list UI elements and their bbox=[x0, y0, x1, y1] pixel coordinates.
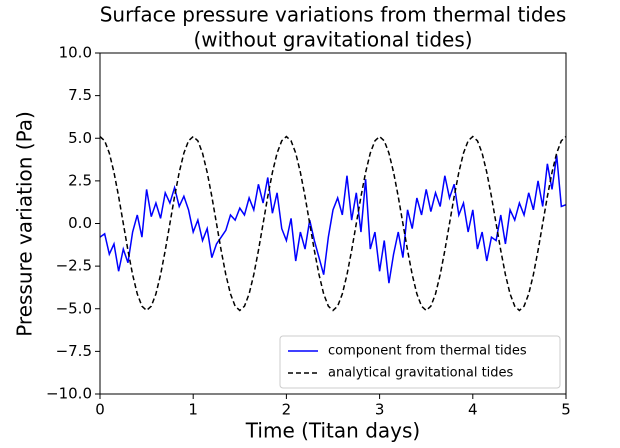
x-tick-label: 3 bbox=[375, 401, 385, 419]
y-tick-label: 10.0 bbox=[59, 44, 92, 62]
line bbox=[100, 155, 566, 284]
legend-label: component from thermal tides bbox=[328, 344, 527, 359]
plot-frame bbox=[99, 52, 567, 395]
x-tick-label: 5 bbox=[561, 401, 571, 419]
y-axis-label: Pressure variation (Pa) bbox=[13, 111, 37, 337]
x-axis-label: Time (Titan days) bbox=[245, 419, 420, 443]
y-tick-label: 5.0 bbox=[68, 129, 92, 147]
line bbox=[100, 135, 566, 312]
chart-title: Surface pressure variations from thermal… bbox=[100, 3, 567, 27]
y-tick-label: 0.0 bbox=[68, 214, 92, 232]
x-tick-label: 4 bbox=[468, 401, 478, 419]
y-tick-label: 7.5 bbox=[68, 86, 92, 104]
y-tick-label: −2.5 bbox=[56, 257, 92, 275]
chart-title: (without gravitational tides) bbox=[193, 28, 472, 52]
legend-box bbox=[279, 335, 561, 389]
legend-label: analytical gravitational tides bbox=[328, 366, 514, 381]
y-tick-label: 2.5 bbox=[68, 171, 92, 189]
x-tick-label: 1 bbox=[188, 401, 198, 419]
x-tick-label: 2 bbox=[282, 401, 292, 419]
y-tick-label: −5.0 bbox=[56, 299, 92, 317]
y-tick-label: −7.5 bbox=[56, 342, 92, 360]
x-tick-label: 0 bbox=[95, 401, 105, 419]
y-tick-label: −10.0 bbox=[46, 385, 92, 403]
